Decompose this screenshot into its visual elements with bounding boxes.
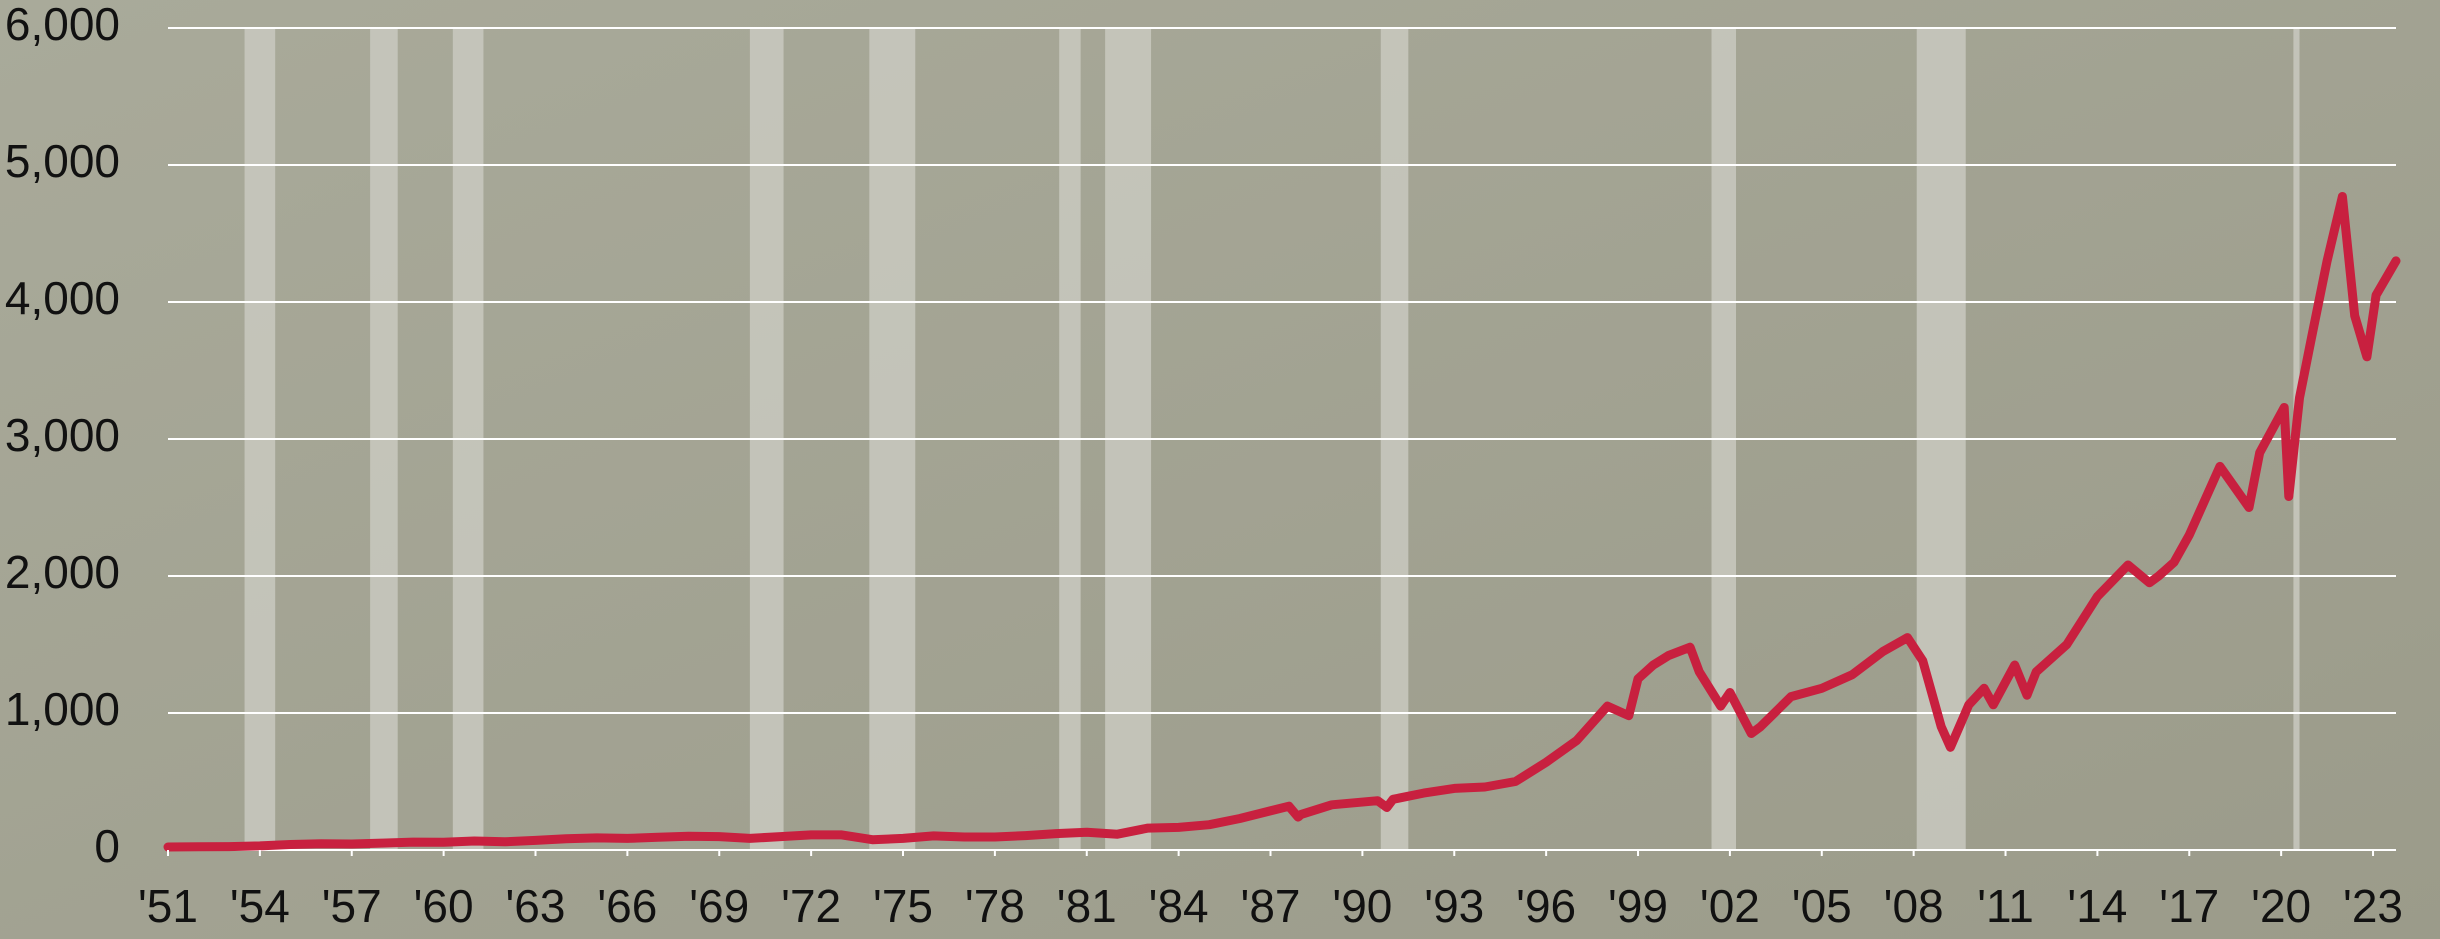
y-tick-label: 3,000: [5, 409, 120, 461]
x-tick-label: '11: [1977, 880, 2034, 932]
x-tick-label: '57: [322, 880, 382, 932]
x-tick-label: '81: [1057, 880, 1117, 932]
x-tick-label: '90: [1332, 880, 1392, 932]
x-tick-label: '20: [2251, 880, 2311, 932]
y-tick-label: 6,000: [5, 0, 120, 50]
x-tick-label: '69: [689, 880, 749, 932]
x-tick-label: '23: [2343, 880, 2403, 932]
x-tick-label: '99: [1608, 880, 1668, 932]
x-tick-label: '78: [965, 880, 1025, 932]
x-tick-label: '51: [138, 880, 198, 932]
x-tick-label: '72: [781, 880, 841, 932]
x-tick-label: '66: [597, 880, 657, 932]
x-tick-label: '05: [1792, 880, 1852, 932]
y-tick-label: 4,000: [5, 272, 120, 324]
x-tick-label: '63: [506, 880, 566, 932]
x-tick-label: '08: [1884, 880, 1944, 932]
x-tick-label: '93: [1424, 880, 1484, 932]
x-tick-label: '75: [873, 880, 933, 932]
x-tick-label: '02: [1700, 880, 1760, 932]
x-tick-label: '54: [230, 880, 290, 932]
x-tick-label: '96: [1516, 880, 1576, 932]
x-tick-label: '87: [1241, 880, 1301, 932]
y-tick-label: 1,000: [5, 683, 120, 735]
x-tick-label: '60: [414, 880, 474, 932]
x-tick-label: '14: [2067, 880, 2127, 932]
y-tick-label: 2,000: [5, 546, 120, 598]
series-line: [163, 192, 2401, 852]
y-tick-label: 5,000: [5, 135, 120, 187]
x-tick-label: '84: [1149, 880, 1209, 932]
plot: [163, 192, 2401, 852]
tick-labels: 0 1,000 2,000 3,000 4,000 5,000 6,000 '51 '54 '57…: [5, 0, 2403, 932]
y-tick-label: 0: [94, 820, 120, 872]
x-tick-label: '17: [2159, 880, 2219, 932]
grid: [168, 27, 2396, 851]
